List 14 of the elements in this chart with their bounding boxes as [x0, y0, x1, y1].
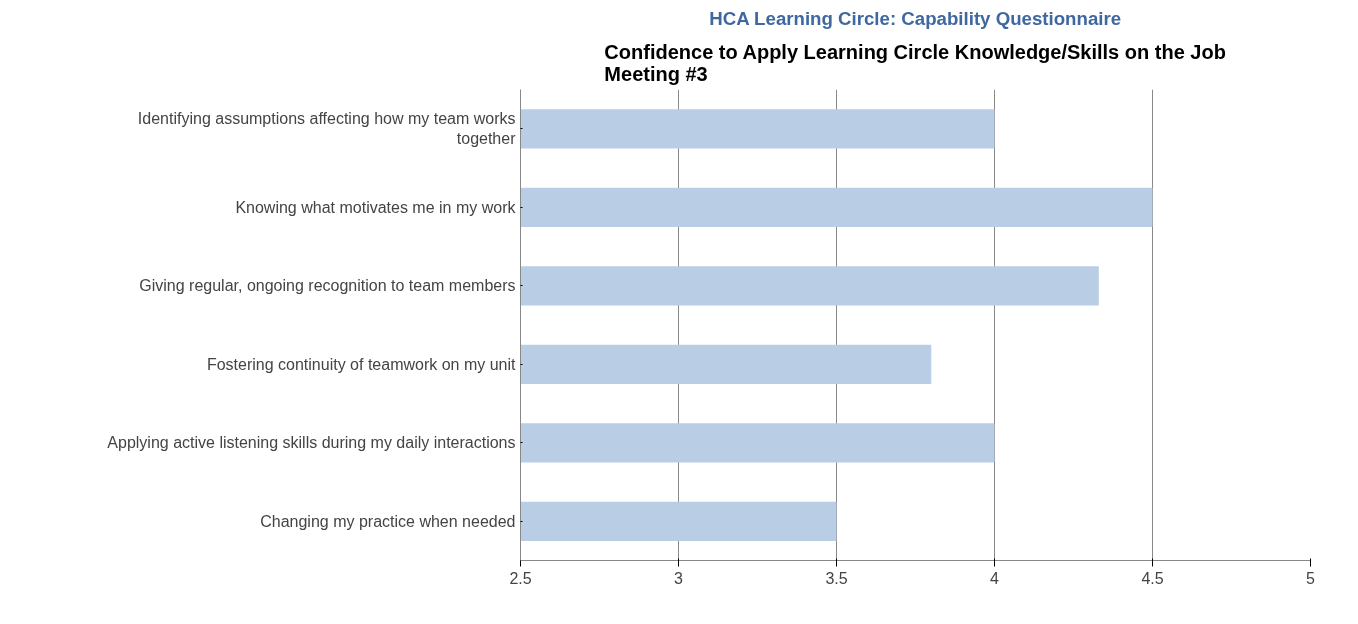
chart-subtitle: Confidence to Apply Learning Circle Knowledge/Skills on the Job Meeting #3	[604, 40, 1226, 85]
x-tick-label: 2.5	[509, 569, 532, 587]
x-tick-label: 4	[990, 569, 1000, 587]
y-tick-label: Fostering continuity of teamwork on my unit	[206, 355, 517, 373]
x-tick-label: 3.5	[825, 569, 848, 587]
y-tick-label: Changing my practice when needed	[260, 512, 516, 530]
x-tick-label: 4.5	[1141, 569, 1164, 587]
x-tick-label: 3	[674, 569, 684, 587]
chart-title: HCA Learning Circle: Capability Questionnaire	[709, 7, 1122, 29]
y-tick-label: Identifying assumptions affecting how my team works together	[137, 110, 517, 148]
y-tick-label: Knowing what motivates me in my work	[235, 198, 517, 216]
x-tick-label: 5	[1306, 569, 1316, 587]
y-tick-label: Giving regular, ongoing recognition to team members	[139, 277, 516, 295]
y-tick-label: Applying active listening skills during my daily interactions	[107, 434, 516, 452]
